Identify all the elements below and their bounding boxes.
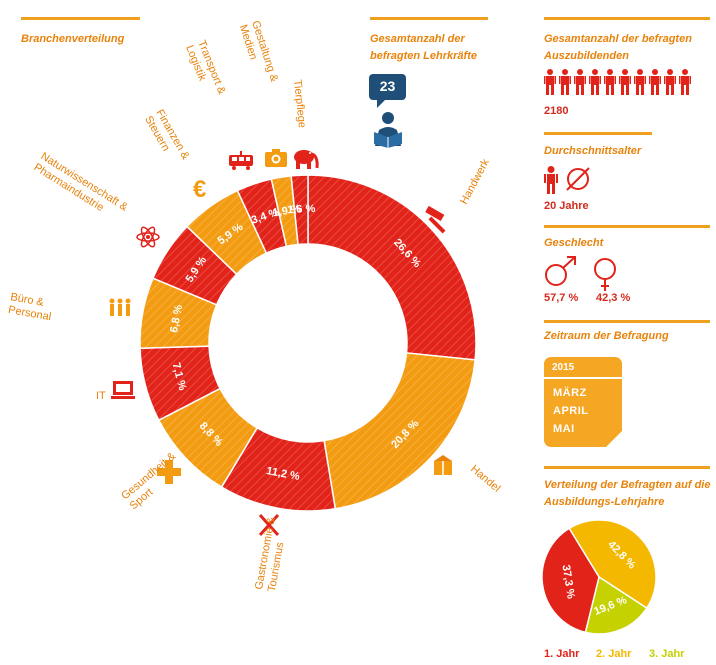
lehrkraefte-title: Gesamtanzahl der befragten Lehrkräfte <box>370 33 477 62</box>
pie-value-label: 37,3 % <box>560 564 577 600</box>
donut-slice-texture <box>140 346 221 421</box>
person-icon <box>679 69 691 95</box>
category-label: Gesundheit &Sport <box>119 450 187 512</box>
female-icon <box>593 258 617 297</box>
donut-slice-texture <box>291 175 308 245</box>
legend-item: 3. Jahr <box>649 648 685 660</box>
elephant-icon <box>294 150 319 169</box>
category-label: Transport &Logistik <box>183 39 228 102</box>
pie-slice <box>541 527 600 634</box>
category-label: Gestaltung &Medien <box>237 19 281 88</box>
female-value: 42,3 % <box>596 292 631 304</box>
male-value: 57,7 % <box>544 292 579 304</box>
category-label: Büro &Personal <box>7 291 54 323</box>
calendar-month: MÄRZ <box>553 387 587 399</box>
person-icon <box>559 69 571 95</box>
category-label: Tierpflege <box>291 79 308 129</box>
euro-icon: € <box>193 176 206 203</box>
alter-rule <box>544 132 652 135</box>
category-label: Finanzen &Steuern <box>142 108 192 169</box>
calendar-divider <box>544 377 622 379</box>
zeitraum-title: Zeitraum der Befragung <box>544 330 669 342</box>
alter-title: Durchschnittsalter <box>544 145 642 157</box>
laptop-icon <box>111 381 135 399</box>
calendar-year: 2015 <box>552 362 575 373</box>
auszubildende-title: Gesamtanzahl der befragten Auszubildende… <box>544 33 692 62</box>
alter-value: 20 Jahre <box>544 200 589 212</box>
person-icon <box>574 69 586 95</box>
legend-item: 2. Jahr <box>596 648 632 660</box>
pie-slice <box>584 575 648 635</box>
donut-slice-texture <box>158 388 258 488</box>
auszubildende-people-row <box>544 69 714 97</box>
geschlecht-title: Geschlecht <box>544 237 604 249</box>
calendar-curl-icon <box>606 431 622 447</box>
plus-icon <box>157 460 181 484</box>
person-icon <box>619 69 631 95</box>
donut-slice-texture <box>271 175 299 247</box>
donut-value-label: 6,8 % <box>168 304 185 334</box>
person-icon <box>634 69 646 95</box>
hammer-icon <box>425 205 446 234</box>
lehrjahre-rule <box>544 466 710 469</box>
average-icon <box>565 166 591 197</box>
calendar-month: MAI <box>553 423 575 435</box>
male-icon <box>544 255 578 292</box>
lehrkraefte-rule <box>370 17 488 20</box>
donut-value-label: 1,6 % <box>287 203 316 216</box>
donut-slice-texture <box>221 427 336 512</box>
category-label: Handwerk <box>458 157 492 207</box>
teacher-icon <box>369 74 409 148</box>
lehrjahre-pie-chart: 42,8 %19,6 %37,3 % <box>541 519 657 635</box>
person-icon <box>664 69 676 95</box>
camera-icon <box>265 149 287 167</box>
cutlery-icon <box>258 513 280 537</box>
donut-slice-texture <box>308 175 476 360</box>
legend-item: 1. Jahr <box>544 648 580 660</box>
person-icon <box>604 69 616 95</box>
branchen-title: Branchenverteilung <box>21 33 125 45</box>
category-label: Gastronomie &Tourismus <box>253 516 290 593</box>
pie-slice <box>568 519 657 610</box>
zeitraum-rule <box>544 320 710 323</box>
tram-icon <box>229 151 253 170</box>
calendar-icon: 2015 MÄRZ APRIL MAI <box>544 357 622 447</box>
lehrkraefte-count: 23 <box>379 78 396 94</box>
donut-slice-texture <box>152 226 237 305</box>
person-icon <box>589 69 601 95</box>
auszubildende-rule <box>544 17 710 20</box>
donut-value-label: 1,9 % <box>272 203 302 219</box>
branchen-rule <box>21 17 140 20</box>
branchen-donut-chart: 26,6 %20,8 %11,2 %8,8 %7,1 %6,8 %5,9 %5,… <box>7 19 502 593</box>
person-icon <box>544 166 558 199</box>
auszubildende-count: 2180 <box>544 105 569 117</box>
lehrjahre-title: Verteilung der Befragten auf die Ausbild… <box>544 479 711 508</box>
box-icon <box>434 455 452 475</box>
donut-slice-texture <box>324 352 476 509</box>
person-icon <box>544 69 556 95</box>
donut-slice-texture <box>237 179 287 254</box>
category-label: Handel <box>468 463 502 495</box>
donut-slice-texture <box>140 278 217 349</box>
category-label: Naturwissenschaft &Pharmaindustrie <box>32 150 131 225</box>
category-label: IT <box>96 390 106 402</box>
people-icon <box>109 298 131 316</box>
atom-icon <box>136 226 160 248</box>
calendar-month: APRIL <box>553 405 589 417</box>
person-icon <box>649 69 661 95</box>
geschlecht-rule <box>544 225 710 228</box>
